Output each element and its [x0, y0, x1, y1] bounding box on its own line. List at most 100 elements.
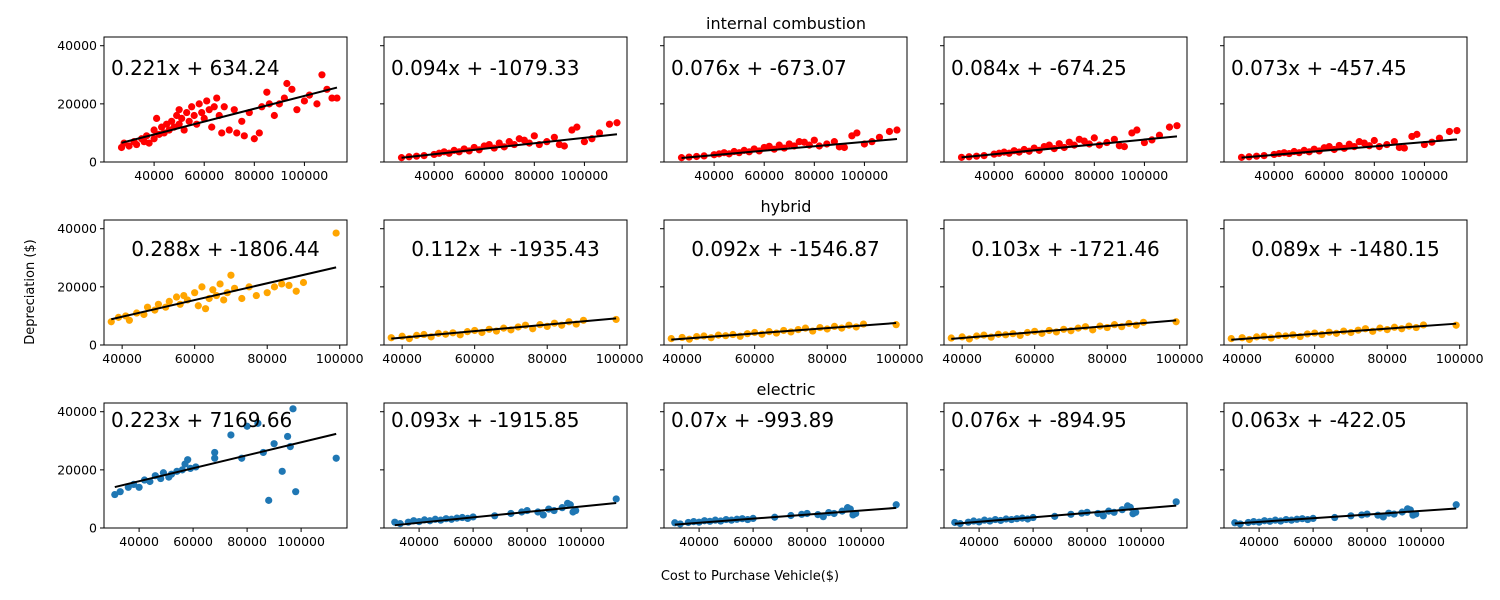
- fit-equation: 0.093x + -1915.85: [391, 408, 580, 432]
- fit-equation: 0.084x + -674.25: [951, 56, 1127, 80]
- x-tick-label: 100000: [557, 534, 605, 549]
- data-point: [853, 129, 861, 137]
- data-point: [191, 289, 199, 297]
- data-point: [573, 123, 581, 131]
- x-tick-label: 40000: [1254, 168, 1294, 183]
- subplot: 40000 60000 80000 100000 0.089x + -1480.15: [1220, 219, 1484, 366]
- data-point: [292, 488, 300, 496]
- data-point: [172, 293, 181, 301]
- data-point: [1390, 138, 1398, 146]
- fit-line: [1241, 138, 1458, 159]
- data-point: [1173, 122, 1181, 130]
- data-point: [145, 139, 153, 147]
- data-point: [1165, 123, 1174, 131]
- data-point: [772, 329, 781, 337]
- data-point: [243, 422, 251, 430]
- data-point: [233, 129, 241, 137]
- x-tick-label: 80000: [1367, 351, 1407, 366]
- fit-equation: 0.076x + -894.95: [951, 408, 1127, 432]
- axes-frame: [383, 219, 628, 346]
- row-title: electric: [756, 380, 815, 399]
- x-tick-label: 80000: [807, 351, 847, 366]
- data-point: [252, 291, 260, 300]
- x-tick-label: 100000: [1156, 351, 1204, 366]
- y-tick-label: 40000: [57, 38, 97, 53]
- data-point: [198, 283, 206, 291]
- axes-frame: [383, 402, 628, 529]
- fit-equation: 0.103x + -1721.46: [971, 237, 1160, 261]
- data-point: [213, 94, 221, 102]
- data-point: [700, 332, 708, 340]
- data-point: [263, 88, 271, 96]
- data-point: [595, 129, 604, 137]
- data-point: [284, 432, 292, 441]
- data-point: [270, 440, 278, 448]
- data-point: [263, 289, 271, 297]
- data-point: [278, 467, 286, 475]
- data-point: [892, 501, 900, 509]
- fit-line: [671, 322, 897, 341]
- data-point: [111, 490, 119, 499]
- data-point: [1452, 321, 1460, 329]
- data-point: [238, 294, 246, 303]
- fit-equation: 0.223x + 7169.66: [111, 408, 292, 432]
- row-0: internal combustion 0 20000 40000 40000 60000…: [57, 14, 1468, 183]
- subplot: 0 20000 40000 40000 60000 80000 100000 0.221x +…: [57, 36, 348, 183]
- x-tick-label: 80000: [514, 168, 554, 183]
- subplot: 40000 60000 80000 100000 0.094x + -1079.33: [380, 36, 628, 183]
- x-tick-label: 40000: [414, 168, 454, 183]
- data-point: [227, 431, 235, 439]
- x-tick-label: 100000: [1436, 351, 1484, 366]
- x-axis-label: Cost to Purchase Vehicle($): [661, 569, 839, 584]
- fit-line: [961, 135, 1178, 159]
- data-point: [175, 120, 183, 128]
- fit-equation: 0.076x + -673.07: [671, 56, 847, 80]
- y-axis-label: Depreciation ($): [23, 239, 38, 345]
- data-point: [1318, 330, 1326, 339]
- data-point: [254, 419, 262, 427]
- y-tick-label: 40000: [57, 221, 97, 236]
- subplot: 40000 60000 80000 100000 0.073x + -457.45: [1220, 36, 1468, 183]
- y-tick-label: 0: [89, 521, 97, 536]
- data-point: [227, 271, 235, 279]
- data-point: [265, 496, 273, 504]
- data-point: [1132, 508, 1140, 516]
- data-point: [250, 135, 258, 143]
- row-title: internal combustion: [706, 14, 866, 33]
- fit-line: [674, 506, 897, 526]
- subplot: 0 20000 40000 40000 60000 80000 100000 0.223x +…: [57, 402, 348, 549]
- data-point: [391, 518, 399, 526]
- data-point: [1238, 334, 1246, 342]
- x-tick-label: 80000: [247, 351, 287, 366]
- x-tick-label: 40000: [959, 534, 999, 549]
- x-tick-label: 100000: [837, 534, 885, 549]
- data-point: [1172, 318, 1180, 326]
- data-marks: [957, 122, 1181, 161]
- x-tick-label: 80000: [234, 168, 274, 183]
- data-point: [190, 111, 198, 120]
- data-point: [1133, 126, 1141, 134]
- fit-equation: 0.092x + -1546.87: [691, 237, 880, 261]
- data-point: [154, 300, 163, 308]
- data-point: [530, 132, 538, 140]
- x-tick-label: 100000: [1121, 168, 1169, 183]
- data-point: [332, 229, 340, 237]
- data-point: [208, 123, 216, 131]
- subplot: 40000 60000 80000 100000 0.093x + -1915.85: [380, 402, 628, 549]
- fit-equation: 0.221x + 634.24: [111, 56, 280, 80]
- x-tick-label: 100000: [596, 351, 644, 366]
- row-1: hybrid 0 20000 40000 40000 60000 80000 100000 0.…: [57, 197, 1483, 366]
- subplot: 40000 60000 80000 100000 0.112x + -1935.43: [380, 219, 644, 366]
- data-point: [572, 506, 580, 515]
- x-tick-label: 80000: [787, 534, 827, 549]
- fit-line: [111, 266, 337, 321]
- row-title: hybrid: [761, 197, 812, 216]
- data-point: [188, 103, 196, 111]
- x-tick-label: 100000: [1397, 534, 1445, 549]
- x-tick-label: 60000: [173, 534, 213, 549]
- y-tick-label: 0: [89, 338, 97, 353]
- fit-equation: 0.094x + -1079.33: [391, 56, 580, 80]
- data-point: [550, 133, 558, 141]
- subplot: 0 20000 40000 40000 60000 80000 100000 0.288x +…: [57, 219, 364, 366]
- data-marks: [951, 498, 1180, 528]
